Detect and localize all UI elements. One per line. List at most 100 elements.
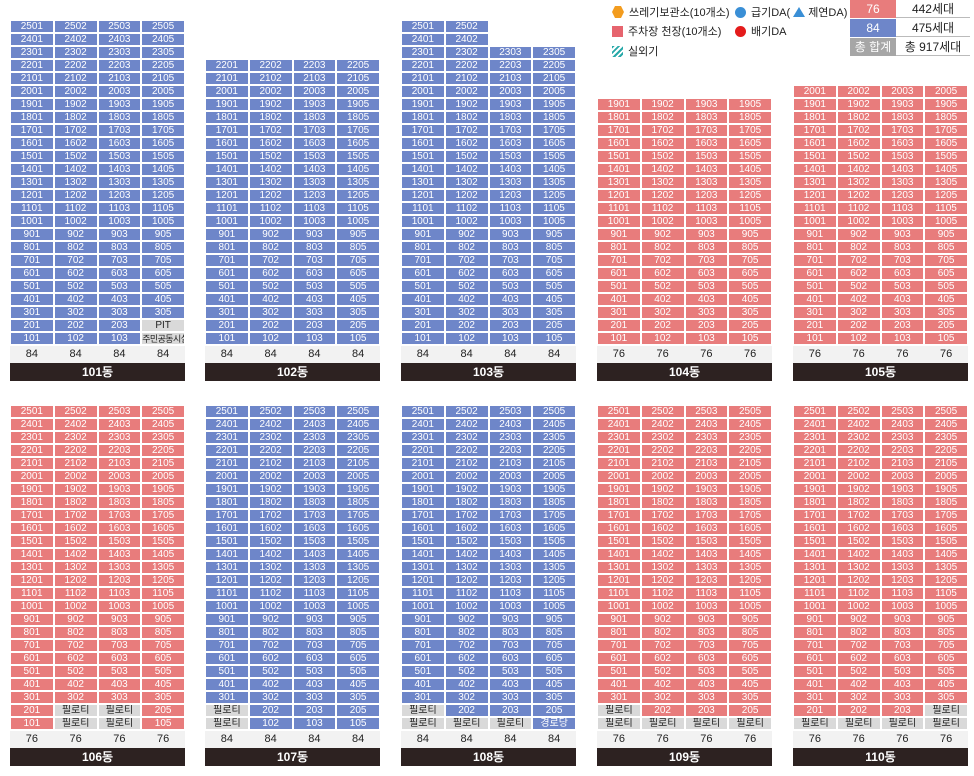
unit-cell: 2201: [10, 59, 54, 72]
unit-cell: 602: [248, 652, 293, 665]
unit-cell: 2003: [97, 470, 142, 483]
unit-cell: 1305: [532, 561, 576, 574]
unit-cell: 2202: [444, 59, 489, 72]
unit-cell: 901: [205, 613, 249, 626]
floor-row: 1001 1002 1003 1005: [10, 600, 185, 613]
unit-cell: 1701: [793, 124, 837, 137]
unit-cell: 1101: [793, 587, 837, 600]
unit-cell: 1701: [10, 509, 54, 522]
unit-cell: 1403: [880, 548, 925, 561]
unit-grid: 2501 2502 2503 2505 2401 2402 2403 2405 2301 2302…: [597, 405, 772, 730]
unit-cell: 1202: [640, 189, 685, 202]
unit-cell: 705: [141, 639, 185, 652]
unit-cell: 503: [292, 280, 337, 293]
floor-row: 301 302 303 305: [597, 306, 772, 319]
unit-cell: 1601: [793, 137, 837, 150]
unit-cell: 805: [728, 626, 772, 639]
empty-cell: [488, 20, 533, 33]
unit-cell: 903: [880, 228, 925, 241]
unit-cell: 202: [640, 704, 685, 717]
unit-cell: 2201: [205, 59, 249, 72]
unit-cell: 1103: [488, 202, 533, 215]
unit-cell: 1902: [444, 98, 489, 111]
unit-cell: 305: [924, 691, 968, 704]
unit-cell: 1702: [640, 124, 685, 137]
unit-cell: 2002: [248, 470, 293, 483]
floor-row: 1401 1402 1403 1405: [401, 548, 576, 561]
unit-cell: 1003: [684, 600, 729, 613]
floor-row: 1901 1902 1903 1905: [10, 98, 185, 111]
unit-cell: 2001: [10, 470, 54, 483]
unit-cell: 302: [640, 691, 685, 704]
unit-cell: 1203: [97, 574, 142, 587]
unit-cell: 1105: [728, 587, 772, 600]
unit-cell: 1605: [336, 137, 380, 150]
unit-cell: 2002: [248, 85, 293, 98]
unit-cell: 2103: [292, 72, 337, 85]
unit-cell: 1203: [292, 189, 337, 202]
unit-cell: 402: [640, 293, 685, 306]
stats-label-84: 84: [850, 19, 896, 37]
unit-cell: 805: [532, 241, 576, 254]
stats-value-84: 475세대: [896, 19, 970, 37]
unit-cell: 601: [205, 267, 249, 280]
unit-cell: 503: [684, 665, 729, 678]
building-109동: 2501 2502 2503 2505 2401 2402 2403 2405 2301 2302…: [597, 405, 772, 766]
unit-cell: 1802: [248, 111, 293, 124]
unit-cell: 1901: [401, 483, 445, 496]
unit-cell: 505: [532, 280, 576, 293]
unit-cell: 205: [728, 704, 772, 717]
unit-cell: 1803: [97, 496, 142, 509]
unit-cell: 1401: [401, 548, 445, 561]
unit-cell: 1303: [880, 561, 925, 574]
unit-cell: 803: [880, 626, 925, 639]
floor-row: 301 302 303 305: [401, 306, 576, 319]
unit-cell: 2402: [836, 418, 881, 431]
unit-type-cell: 76: [141, 731, 185, 748]
unit-cell: 1802: [836, 111, 881, 124]
floor-row: 1901 1902 1903 1905: [205, 483, 380, 496]
unit-cell: 303: [880, 306, 925, 319]
unit-cell: 2003: [684, 470, 729, 483]
unit-cell: 1505: [336, 150, 380, 163]
unit-cell: 303: [292, 691, 337, 704]
unit-cell: 1801: [793, 111, 837, 124]
unit-cell: 2302: [640, 431, 685, 444]
unit-cell: 2303: [488, 46, 533, 59]
unit-cell: 103: [292, 332, 337, 345]
unit-cell: 1401: [597, 548, 641, 561]
unit-cell: 2502: [444, 20, 489, 33]
floor-row: 601 602 603 605: [401, 652, 576, 665]
unit-cell: 2102: [444, 72, 489, 85]
unit-cell: 403: [684, 293, 729, 306]
unit-cell: 905: [924, 613, 968, 626]
unit-cell: 1003: [292, 215, 337, 228]
building-106동: 2501 2502 2503 2505 2401 2402 2403 2405 2301 2302…: [10, 405, 185, 766]
unit-cell: 1402: [640, 548, 685, 561]
unit-cell: 1501: [10, 150, 54, 163]
unit-cell: 1302: [53, 176, 98, 189]
unit-cell: 1103: [97, 202, 142, 215]
unit-cell: 702: [836, 254, 881, 267]
unit-cell: 2202: [53, 444, 98, 457]
unit-cell: 1705: [924, 509, 968, 522]
unit-cell: 2003: [97, 85, 142, 98]
unit-grid: 2501 2502 2503 2505 2401 2402 2403 2405 2301 2302…: [793, 405, 968, 730]
unit-cell: 1303: [488, 176, 533, 189]
floor-row: 1101 1102 1103 1105: [10, 587, 185, 600]
unit-cell: 2501: [597, 405, 641, 418]
unit-cell: 2505: [141, 405, 185, 418]
unit-cell: 701: [10, 639, 54, 652]
floor-row: 2501 2502 2503 2505: [205, 405, 380, 418]
unit-cell: 2403: [97, 418, 142, 431]
unit-cell: 1002: [640, 215, 685, 228]
unit-cell: 402: [444, 293, 489, 306]
unit-cell: 2001: [10, 85, 54, 98]
unit-cell: 202: [248, 319, 293, 332]
unit-cell: 2005: [141, 85, 185, 98]
unit-cell: 2103: [488, 457, 533, 470]
unit-cell: 2002: [444, 85, 489, 98]
unit-cell: 305: [728, 306, 772, 319]
unit-cell: 1002: [836, 215, 881, 228]
floor-row: 701 702 703 705: [205, 254, 380, 267]
